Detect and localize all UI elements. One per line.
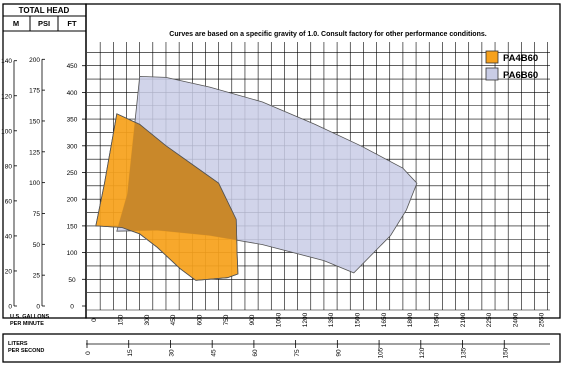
gpm-tick-label: 2250: [486, 312, 493, 327]
ft-tick-label: 300: [67, 143, 78, 150]
gpm-tick-label: 1500: [354, 312, 361, 327]
lps-tick-label: 135: [461, 347, 468, 358]
gpm-tick-label: 1800: [407, 312, 414, 327]
lps-tick-label: 0: [85, 351, 92, 355]
ft-tick-label: 50: [68, 277, 76, 284]
chart-note: Curves are based on a specific gravity o…: [169, 31, 486, 38]
m-tick-label: 80: [5, 163, 13, 170]
head-axis-panel: [2, 3, 87, 319]
psi-tick-label: 200: [29, 57, 40, 64]
gpm-tick-label: 0: [91, 318, 98, 322]
psi-tick-label: 125: [29, 149, 40, 156]
m-tick-label: 0: [8, 304, 12, 311]
lps-tick-label: 30: [169, 349, 176, 357]
psi-tick-label: 75: [33, 211, 41, 218]
gpm-tick-label: 300: [144, 314, 151, 325]
ft-tick-label: 0: [70, 304, 74, 311]
psi-tick-label: 25: [33, 273, 41, 280]
m-tick-label: 20: [5, 268, 13, 275]
axis-ticks: 0501001502002503003504004500255075100125…: [1, 57, 546, 359]
ft-tick-label: 400: [67, 90, 78, 97]
m-tick-label: 60: [5, 198, 13, 205]
ft-tick-label: 250: [67, 170, 78, 177]
ft-tick-label: 100: [67, 250, 78, 257]
m-tick-label: 100: [1, 128, 12, 135]
lps-axis-label-line2: PER SECOND: [8, 348, 44, 354]
ft-tick-label: 450: [67, 63, 78, 70]
legend-label-pa6b60: PA6B60: [503, 70, 538, 81]
gpm-tick-label: 1650: [381, 312, 388, 327]
unit-psi-label: PSI: [38, 19, 50, 28]
gpm-tick-label: 1950: [433, 312, 440, 327]
lps-tick-label: 15: [127, 349, 134, 357]
psi-tick-label: 100: [29, 180, 40, 187]
legend-swatch-pa6b60: [485, 67, 499, 81]
lps-tick-label: 105: [377, 347, 384, 358]
gpm-tick-label: 2400: [512, 312, 519, 327]
gpm-tick-label: 900: [249, 314, 256, 325]
psi-tick-label: 175: [29, 88, 40, 95]
curve-outline-pa4b60: [95, 113, 239, 281]
gpm-tick-label: 450: [170, 314, 177, 325]
gpm-tick-label: 750: [223, 314, 230, 325]
ft-tick-label: 200: [67, 197, 78, 204]
lps-tick-label: 120: [419, 347, 426, 358]
ft-tick-label: 350: [67, 117, 78, 124]
gpm-tick-label: 2100: [460, 312, 467, 327]
psi-tick-label: 0: [36, 304, 40, 311]
gpm-tick-label: 1200: [302, 312, 309, 327]
lps-axis-label-line1: LITERS: [8, 341, 28, 347]
unit-ft-label: FT: [67, 19, 77, 28]
lps-tick-label: 45: [210, 349, 217, 357]
unit-m-label: M: [13, 19, 19, 28]
gpm-tick-label: 2550: [539, 312, 546, 327]
legend-swatch-pa4b60: [485, 50, 499, 64]
gpm-axis-label-line2: PER MINUTE: [10, 321, 44, 327]
curve-areas: [95, 75, 418, 281]
total-head-header: TOTAL HEAD: [19, 6, 70, 15]
psi-tick-label: 50: [33, 242, 41, 249]
lps-axis-panel: [2, 333, 561, 363]
gpm-tick-label: 1350: [328, 312, 335, 327]
lps-tick-label: 75: [294, 349, 301, 357]
plot-frame: [85, 3, 561, 319]
gpm-tick-label: 600: [197, 314, 204, 325]
m-tick-label: 120: [1, 93, 12, 100]
gpm-tick-label: 1050: [275, 312, 282, 327]
lps-tick-label: 150: [502, 347, 509, 358]
psi-tick-label: 150: [29, 118, 40, 125]
lps-tick-label: 60: [252, 349, 259, 357]
legend-label-pa4b60: PA4B60: [503, 53, 538, 64]
ft-tick-label: 150: [67, 223, 78, 230]
lps-tick-label: 90: [336, 349, 343, 357]
m-tick-label: 140: [1, 58, 12, 65]
m-tick-label: 40: [5, 233, 13, 240]
gpm-tick-label: 150: [118, 314, 125, 325]
gpm-axis-label-line1: U.S. GALLONS: [10, 314, 49, 320]
